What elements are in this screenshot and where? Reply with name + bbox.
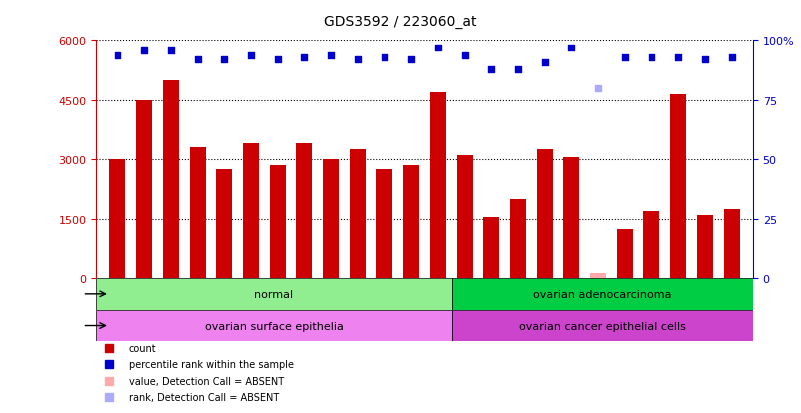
Text: rank, Detection Call = ABSENT: rank, Detection Call = ABSENT [129,392,280,402]
Point [565,45,578,52]
Text: value, Detection Call = ABSENT: value, Detection Call = ABSENT [129,376,284,386]
Bar [457,156,473,278]
Point [485,66,497,73]
Point [378,55,391,61]
Bar [670,95,686,278]
Bar [723,209,739,278]
Point [538,59,551,66]
Point [111,52,124,59]
Bar [323,160,339,278]
Bar [510,199,526,278]
Point [405,57,417,64]
Bar [190,148,206,278]
Bar [563,158,579,278]
Text: GDS3592 / 223060_at: GDS3592 / 223060_at [324,15,477,29]
Bar [110,160,126,278]
Bar [697,215,713,278]
Bar [643,211,659,278]
Bar [96,310,452,342]
Bar [483,217,499,278]
Point [164,47,177,54]
Bar [163,81,179,278]
Point [458,52,471,59]
Text: ovarian adenocarcinoma: ovarian adenocarcinoma [533,289,672,299]
Point [645,55,658,61]
Point [138,47,151,54]
Point [244,52,257,59]
Point [672,55,685,61]
Text: ovarian surface epithelia: ovarian surface epithelia [204,321,344,331]
Bar [590,273,606,278]
Bar [270,166,286,278]
Bar [136,100,152,278]
Text: ovarian cancer epithelial cells: ovarian cancer epithelial cells [519,321,686,331]
Text: count: count [129,343,156,353]
Point [272,57,284,64]
Bar [296,144,312,278]
Bar [96,278,452,310]
Bar [376,170,392,278]
Bar [403,166,419,278]
Point [512,66,525,73]
Point [725,55,738,61]
Bar [452,310,753,342]
Point [432,45,445,52]
Bar [243,144,259,278]
Point [352,57,364,64]
Point [618,55,631,61]
Bar [430,93,446,278]
Point [592,85,605,92]
Point [698,57,711,64]
Text: percentile rank within the sample: percentile rank within the sample [129,359,294,369]
Bar [537,150,553,278]
Point [191,57,204,64]
Point [218,57,231,64]
Point [324,52,337,59]
Bar [350,150,366,278]
Bar [216,170,232,278]
Point [298,55,311,61]
Bar [452,278,753,310]
Text: normal: normal [255,289,294,299]
Bar [617,229,633,278]
